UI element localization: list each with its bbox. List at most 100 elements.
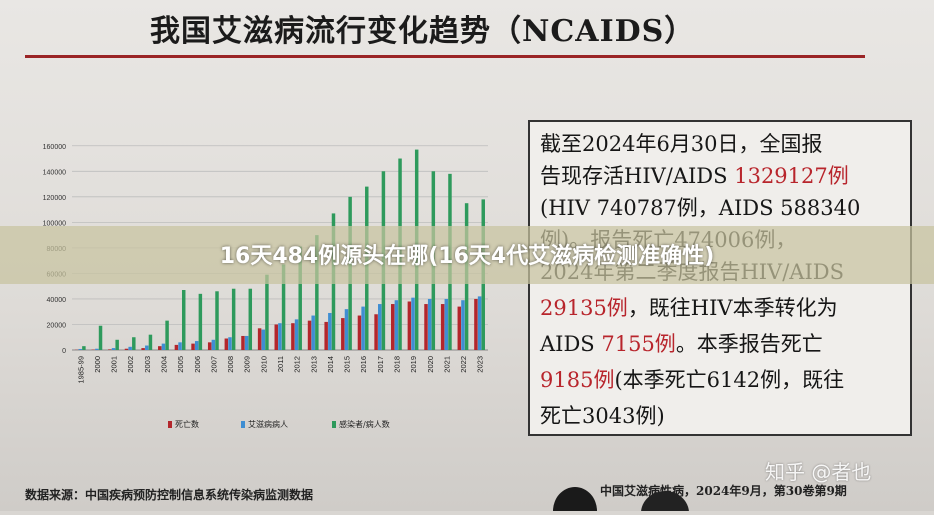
info-line: 死亡3043例) [540, 400, 665, 430]
bar-infected [215, 291, 218, 350]
bar-aids-patients [461, 300, 464, 350]
highlight-number: 9185例 [540, 368, 614, 392]
bar-aids-patients [195, 341, 198, 350]
bar-infected [232, 289, 235, 350]
bar-infected [249, 289, 252, 350]
bar-aids-patients [145, 346, 148, 350]
bar-aids-patients [278, 323, 281, 350]
info-text: 截至2024年6月30日，全国报 [540, 132, 823, 156]
bar-infected [99, 326, 102, 350]
x-tick-label: 2002 [126, 356, 135, 373]
x-tick-label: 2022 [459, 356, 468, 373]
legend-label: 感染者/病人数 [339, 419, 390, 429]
data-source: 数据来源：中国疾病预防控制信息系统传染病监测数据 [25, 486, 313, 503]
x-tick-label: 2000 [93, 356, 102, 373]
highlight-number: 1329127例 [734, 164, 849, 188]
bar-deaths [125, 349, 128, 350]
bar-infected [165, 321, 168, 350]
x-tick-label: 2016 [359, 356, 368, 373]
legend-swatch [241, 421, 245, 428]
title-divider [25, 55, 865, 58]
bar-infected [132, 337, 135, 350]
x-tick-label: 2003 [143, 356, 152, 373]
x-tick-label: 2013 [309, 356, 318, 373]
bar-aids-patients [428, 299, 431, 350]
banner-title: 16天484例源头在哪(16天4代艾滋病检测准确性) [0, 238, 934, 270]
info-text: (HIV 740787例，AIDS 588340 [540, 196, 860, 220]
info-text: 告现存活HIV/AIDS [540, 164, 734, 188]
highlight-number: 7155例 [601, 332, 675, 356]
bar-deaths [208, 342, 211, 350]
highlight-number: 29135例 [540, 296, 628, 320]
bar-infected [82, 346, 85, 350]
bar-infected [265, 275, 268, 350]
bar-infected [149, 335, 152, 350]
info-line: 29135例，既往HIV本季转化为 [540, 292, 838, 322]
info-text: ，既往HIV本季转化为 [628, 296, 838, 320]
info-line: 9185例(本季死亡6142例，既往 [540, 364, 844, 394]
bar-deaths [424, 304, 427, 350]
bar-aids-patients [361, 307, 364, 350]
chart-legend: 死亡数艾滋病病人感染者/病人数 [168, 419, 390, 429]
bar-aids-patients [262, 330, 265, 350]
bar-aids-patients [95, 349, 98, 350]
x-tick-label: 1985-99 [76, 356, 85, 384]
bar-deaths [275, 324, 278, 350]
bar-aids-patients [395, 300, 398, 350]
bar-aids-patients [162, 344, 165, 350]
bar-aids-patients [128, 347, 131, 350]
audience-silhouettes [480, 485, 740, 511]
bar-deaths [324, 322, 327, 350]
bar-deaths [474, 299, 477, 350]
info-text: 死亡3043例) [540, 404, 665, 428]
x-tick-label: 2015 [343, 356, 352, 373]
x-tick-label: 2001 [110, 356, 119, 373]
y-tick-label: 20000 [47, 322, 67, 329]
bar-aids-patients [245, 336, 248, 350]
y-tick-label: 160000 [43, 144, 66, 151]
slide-title: 我国艾滋病流行变化趋势（NCAIDS） [150, 6, 695, 50]
x-tick-label: 2010 [259, 356, 268, 373]
bar-deaths [258, 328, 261, 350]
bar-deaths [175, 345, 178, 350]
watermark: 知乎 @者也 [765, 456, 871, 485]
bar-aids-patients [478, 296, 481, 350]
bar-deaths [291, 323, 294, 350]
bar-deaths [158, 346, 161, 350]
bar-deaths [441, 304, 444, 350]
bar-aids-patients [328, 313, 331, 350]
legend-label: 艾滋病病人 [248, 419, 288, 429]
bar-aids-patients [212, 340, 215, 350]
bar-aids-patients [411, 298, 414, 350]
legend-swatch [332, 421, 336, 428]
bar-aids-patients [78, 349, 81, 350]
y-tick-label: 0 [62, 348, 66, 355]
info-text: (本季死亡6142例，既往 [614, 368, 844, 392]
bar-deaths [358, 316, 361, 350]
bar-deaths [141, 348, 144, 350]
bar-aids-patients [112, 348, 115, 350]
bar-aids-patients [445, 299, 448, 350]
x-tick-label: 2006 [193, 356, 202, 373]
bar-infected [115, 340, 118, 350]
y-tick-label: 140000 [43, 169, 66, 176]
x-tick-label: 2005 [176, 356, 185, 373]
bar-aids-patients [178, 342, 181, 350]
x-tick-label: 2012 [293, 356, 302, 373]
bar-aids-patients [295, 319, 298, 350]
y-tick-label: 120000 [43, 195, 66, 202]
bar-deaths [374, 314, 377, 350]
y-tick-label: 40000 [47, 297, 67, 304]
bar-deaths [391, 304, 394, 350]
bar-aids-patients [311, 316, 314, 350]
x-tick-label: 2020 [426, 356, 435, 373]
bar-deaths [408, 301, 411, 350]
bar-infected [182, 290, 185, 350]
x-tick-label: 2011 [276, 356, 285, 372]
x-tick-label: 2009 [243, 356, 252, 373]
info-text: 。本季报告死亡 [676, 332, 823, 356]
bar-deaths [458, 307, 461, 350]
x-tick-label: 2018 [392, 356, 401, 373]
info-line: 截至2024年6月30日，全国报 [540, 128, 823, 158]
